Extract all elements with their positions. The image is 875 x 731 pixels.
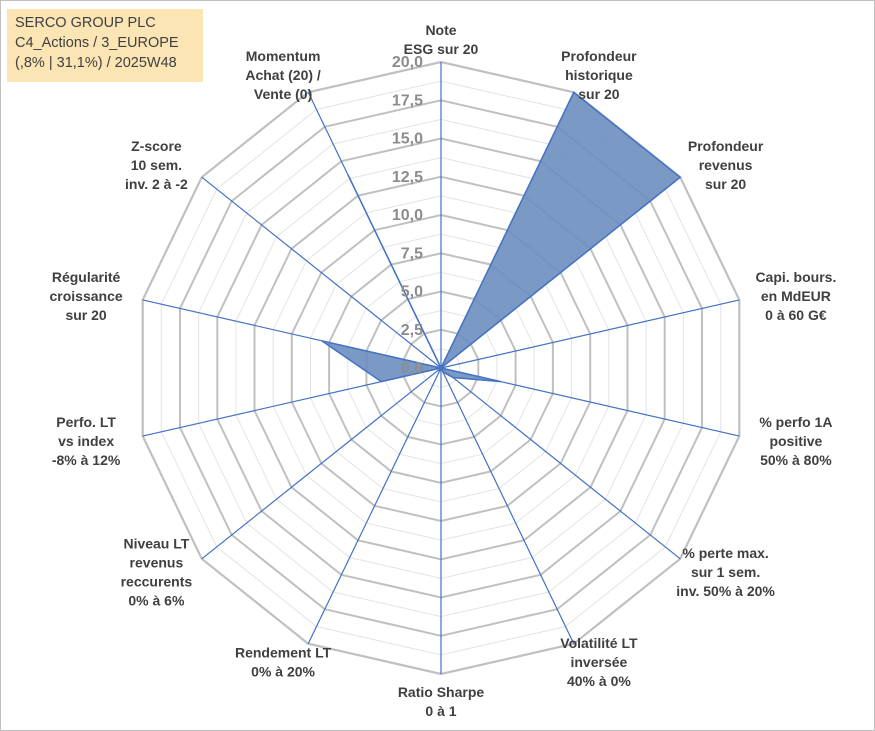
category-label: revenus — [699, 157, 753, 173]
category-label: sur 20 — [705, 176, 746, 192]
radial-tick-label: 15,0 — [392, 131, 423, 148]
category-label: historique — [565, 67, 633, 83]
category-label: Vente (0) — [254, 86, 312, 102]
category-label: inversée — [570, 654, 627, 670]
category-label: Momentum — [246, 48, 321, 64]
title-line-period: (,8% | 31,1%) / 2025W48 — [15, 55, 177, 71]
category-label: positive — [769, 433, 822, 449]
category-label: 0 à 1 — [425, 703, 456, 719]
category-label: 10 sem. — [131, 157, 182, 173]
category-label: revenus — [130, 554, 184, 570]
category-label: Achat (20) / — [245, 67, 321, 83]
title-line-category: C4_Actions / 3_EUROPE — [15, 35, 179, 51]
category-label: sur 1 sem. — [691, 564, 760, 580]
category-label: Rendement LT — [235, 645, 332, 661]
category-label: -8% à 12% — [52, 452, 121, 468]
category-label: sur 20 — [578, 86, 619, 102]
chart-title-box: SERCO GROUP PLC C4_Actions / 3_EUROPE (,… — [7, 9, 203, 82]
category-label: Régularité — [52, 269, 121, 285]
category-label: Ratio Sharpe — [398, 684, 485, 700]
category-label: 0% à 20% — [251, 664, 315, 680]
category-label: en MdEUR — [761, 288, 831, 304]
radar-axis-spoke — [440, 299, 740, 369]
radar-axis-spoke — [440, 367, 575, 644]
category-label: croissance — [50, 288, 123, 304]
radar-axis-spoke — [440, 367, 681, 560]
radar-axis-spoke — [201, 176, 442, 369]
title-line-company: SERCO GROUP PLC — [15, 15, 156, 31]
category-label: sur 20 — [65, 307, 106, 323]
radial-tick-label: 17,5 — [392, 92, 423, 109]
radial-tick-label: 10,0 — [392, 207, 423, 224]
category-label: 0% à 6% — [128, 592, 185, 608]
category-label: Perfo. LT — [56, 414, 116, 430]
radial-tick-label: 20,0 — [392, 54, 423, 71]
category-label: vs index — [58, 433, 114, 449]
category-label: Profondeur — [561, 48, 637, 64]
category-label: % perfo 1A — [759, 414, 832, 430]
radial-tick-label: 0,0 — [401, 360, 423, 377]
category-label: inv. 50% à 20% — [676, 583, 775, 599]
radial-tick-label: 7,5 — [401, 245, 423, 262]
radial-tick-label: 5,0 — [401, 284, 423, 301]
category-label: Capi. bours. — [755, 269, 836, 285]
category-label: Profondeur — [688, 138, 764, 154]
radar-axis-spoke — [307, 367, 442, 644]
category-label: Z-score — [131, 138, 182, 154]
category-label: ESG sur 20 — [404, 41, 479, 57]
category-label: 0 à 60 G€ — [765, 307, 827, 323]
category-label: 50% à 80% — [760, 452, 832, 468]
category-label: reccurents — [121, 573, 193, 589]
category-label: Note — [425, 22, 456, 38]
radar-series-area — [321, 91, 682, 383]
radar-axis-spoke — [201, 367, 442, 560]
radial-tick-label: 12,5 — [392, 169, 423, 186]
category-label: 40% à 0% — [567, 673, 631, 689]
category-label: inv. 2 à -2 — [125, 176, 188, 192]
category-label: Niveau LT — [123, 535, 189, 551]
category-label: Volatilité LT — [560, 635, 638, 651]
category-label: % perte max. — [682, 545, 768, 561]
radial-tick-label: 2,5 — [401, 322, 423, 339]
